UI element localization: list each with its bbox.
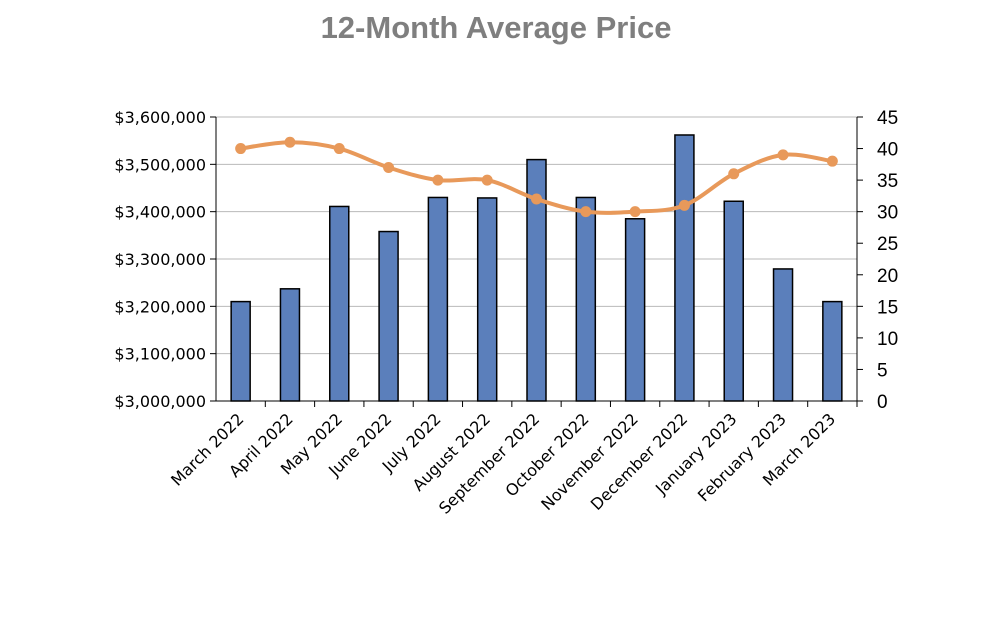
right-tick-label: 0	[877, 392, 888, 413]
line-series	[235, 136, 838, 218]
right-tick-label: 35	[877, 171, 898, 192]
bar	[575, 196, 597, 402]
line-point	[531, 193, 542, 205]
right-tick-label: 20	[877, 266, 898, 287]
x-tick-label: February 2023	[694, 409, 790, 505]
bar	[822, 300, 843, 402]
bar-series	[230, 134, 843, 402]
bar	[526, 158, 547, 402]
right-tick-label: 25	[877, 234, 898, 255]
line-point	[826, 155, 838, 167]
line-point	[481, 174, 493, 186]
bar	[427, 196, 449, 402]
bar	[378, 230, 399, 402]
line-point	[580, 206, 592, 218]
bar	[624, 218, 646, 402]
right-tick-label: 5	[877, 360, 888, 381]
bar	[329, 205, 350, 402]
left-tick-label: $3,000,000	[114, 392, 206, 411]
right-tick-label: 30	[877, 203, 898, 224]
right-tick-label: 15	[877, 297, 898, 318]
line-point	[383, 161, 395, 173]
right-tick-label: 45	[877, 108, 898, 129]
bar	[476, 197, 498, 402]
line-point	[432, 174, 444, 186]
bar	[279, 288, 301, 402]
bar	[723, 200, 744, 402]
left-tick-label: $3,200,000	[114, 297, 206, 316]
line-point	[284, 136, 296, 148]
right-tick-label: 40	[877, 140, 898, 161]
left-tick-label: $3,500,000	[114, 155, 206, 174]
bar	[772, 268, 794, 402]
bar	[230, 300, 251, 402]
line-point	[678, 199, 690, 211]
right-tick-label: 10	[877, 329, 898, 350]
left-tick-label: $3,600,000	[114, 108, 206, 127]
line-point	[728, 168, 740, 180]
line-point	[777, 149, 789, 161]
left-tick-label: $3,400,000	[114, 203, 206, 222]
chart-title: 12-Month Average Price	[320, 10, 672, 45]
line-point	[333, 143, 345, 155]
line-point	[235, 143, 247, 155]
line-point	[629, 206, 641, 218]
left-tick-label: $3,100,000	[114, 345, 206, 364]
bar	[674, 134, 695, 402]
left-tick-label: $3,300,000	[114, 250, 206, 269]
